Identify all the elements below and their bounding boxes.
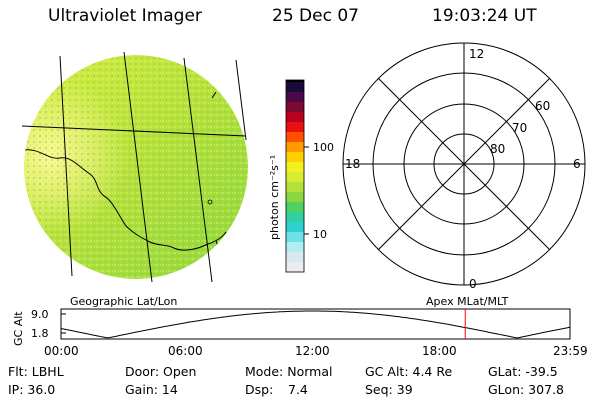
date-label: 25 Dec 07: [272, 6, 359, 26]
status-flt: Flt: LBHL: [8, 364, 64, 379]
coastline: [24, 149, 227, 251]
xtick-06-00: 06:00: [168, 344, 203, 358]
colorbar-tick-100: 100: [313, 141, 334, 154]
mlt-label-12: 12: [469, 47, 484, 61]
status-glat: GLat: -39.5: [488, 364, 558, 379]
status-gc-alt: GC Alt: 4.4 Re: [365, 364, 453, 379]
colorbar-tick-10: 10: [313, 228, 327, 241]
mlt-label-0: 0: [469, 277, 477, 291]
lat-label-60: 60: [535, 99, 550, 113]
mlt-label-6: 6: [573, 157, 581, 171]
ytick-9: 9.0: [31, 308, 49, 321]
colorbar: [285, 79, 309, 273]
altitude-curve: [60, 310, 571, 339]
xtick-00-00: 00:00: [44, 344, 79, 358]
apex-label: Apex MLat/MLT: [426, 295, 509, 308]
colorbar-unit-label: photon cm⁻²s⁻¹: [268, 155, 281, 240]
geo-label: Geographic Lat/Lon: [70, 295, 177, 308]
xtick-12-00: 12:00: [295, 344, 330, 358]
lat-label-70: 70: [512, 121, 527, 135]
xtick-18-00: 18:00: [422, 344, 457, 358]
status-dsp-value: 7.4: [288, 382, 308, 397]
instrument-title: Ultraviolet Imager: [48, 6, 202, 26]
ytick-1-8: 1.8: [31, 327, 49, 340]
uv-image: [24, 55, 248, 279]
time-label: 19:03:24 UT: [432, 6, 537, 26]
status-glon: GLon: 307.8: [488, 382, 564, 397]
mlt-label-18: 18: [345, 157, 360, 171]
status-dsp-label: Dsp:: [245, 382, 274, 397]
lat-label-80: 80: [490, 142, 505, 156]
timeline-ylabel: GC Alt: [12, 311, 25, 346]
altitude-timeline: [60, 308, 571, 340]
status-mode: Mode: Normal: [245, 364, 333, 379]
status-ip: IP: 36.0: [8, 382, 56, 397]
status-door: Door: Open: [125, 364, 197, 379]
status-gain: Gain: 14: [125, 382, 178, 397]
polar-plot: [342, 42, 586, 286]
geo-grid: [21, 51, 247, 283]
status-seq: Seq: 39: [365, 382, 413, 397]
xtick-23-59: 23:59: [553, 344, 588, 358]
